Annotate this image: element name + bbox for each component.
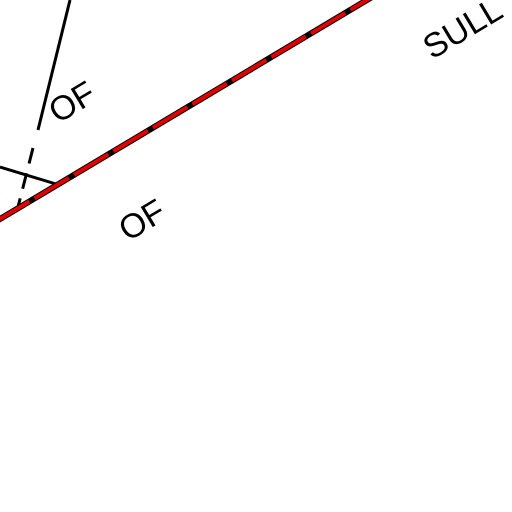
road xyxy=(0,165,57,186)
road xyxy=(36,0,72,131)
road xyxy=(16,147,35,208)
boundary-line xyxy=(0,0,371,222)
